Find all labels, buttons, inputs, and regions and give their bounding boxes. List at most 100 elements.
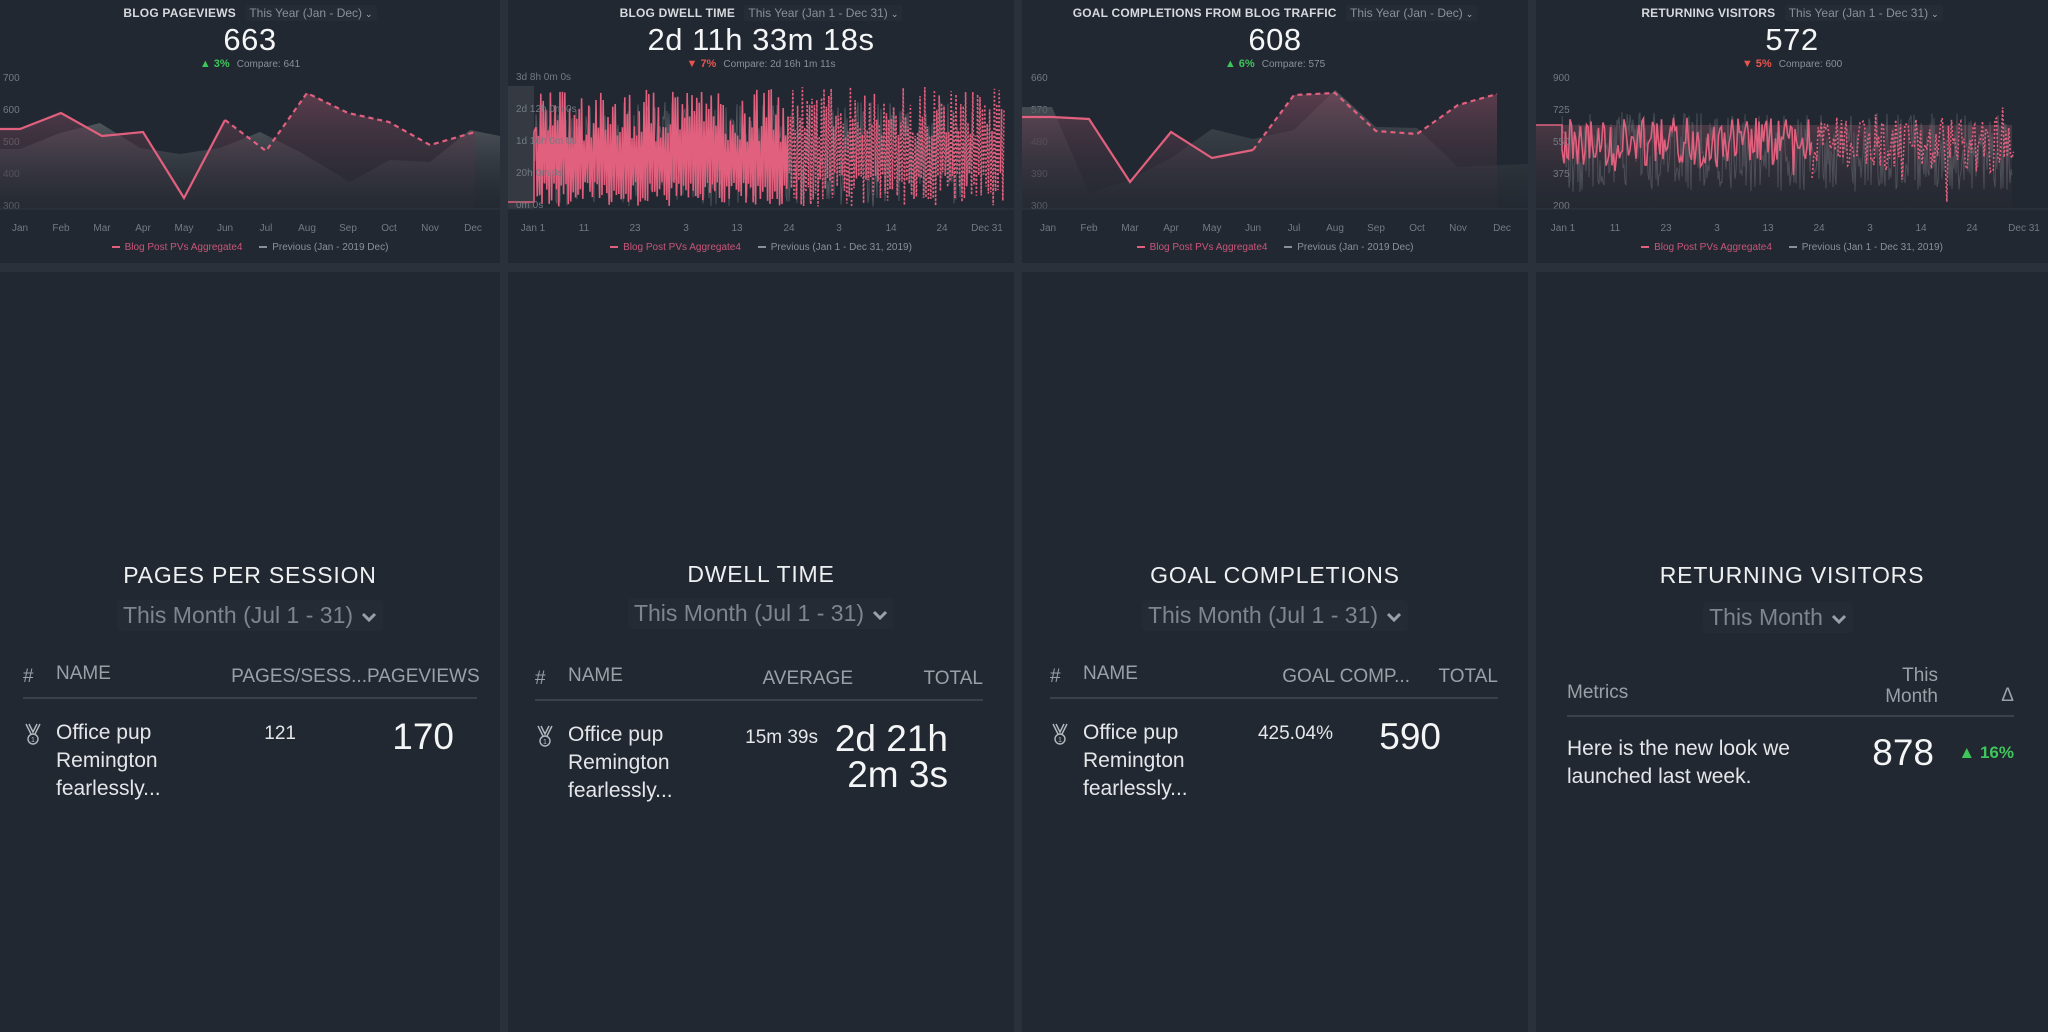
legend-item-current[interactable]: Blog Post PVs Aggregate4: [610, 242, 741, 253]
date-range-dropdown[interactable]: This Month (Jul 1 - 31): [1141, 600, 1409, 631]
legend-item-previous[interactable]: Previous (Jan 1 - Dec 31, 2019): [1788, 242, 1943, 253]
col-rank[interactable]: #: [1050, 666, 1061, 687]
svg-text:1: 1: [1058, 737, 1062, 744]
widget-title: RETURNING VISITORS: [1659, 562, 1925, 588]
svg-text:Mar: Mar: [1121, 223, 1139, 234]
legend-item-previous[interactable]: Previous (Jan - 2019 Dec): [1284, 242, 1413, 253]
col-rank[interactable]: #: [23, 666, 34, 687]
date-range-dropdown[interactable]: This Year (Jan 1 - Dec 31) ⌄: [1784, 5, 1943, 21]
legend-item-current[interactable]: Blog Post PVs Aggregate4: [111, 242, 242, 253]
svg-text:3: 3: [683, 223, 689, 234]
medal-icon: 1: [537, 725, 553, 747]
kpi-value: 663: [223, 22, 277, 57]
svg-text:Jan 1: Jan 1: [1551, 223, 1576, 234]
svg-text:1d 16h 0m 0s: 1d 16h 0m 0s: [516, 136, 577, 147]
svg-text:1: 1: [543, 739, 547, 746]
date-range-wrap: This Month (Jul 1 - 31): [1022, 600, 1528, 631]
table-row[interactable]: 1 Office pup Remington fearlessly... 121…: [23, 699, 477, 803]
widget-title: BLOG PAGEVIEWS: [123, 6, 236, 20]
kpi-value: 572: [1765, 22, 1819, 57]
svg-text:24: 24: [936, 223, 948, 234]
row-total: 2d 21h 2m 3s: [818, 720, 948, 793]
date-range-label: This Month (Jul 1 - 31): [122, 602, 354, 628]
row-goal-completion-rate: 425.04%: [1257, 723, 1333, 744]
col-name[interactable]: NAME: [56, 663, 111, 684]
blog-dwell-time-widget: BLOG DWELL TIME This Year (Jan 1 - Dec 3…: [508, 0, 1014, 263]
svg-text:Oct: Oct: [381, 223, 397, 234]
legend-item-current[interactable]: Blog Post PVs Aggregate4: [1136, 242, 1267, 253]
line-chart[interactable]: 660570480390300 JanFebMarAprMayJunJulAug…: [1022, 72, 1528, 237]
delta-row: ▼ 7% Compare: 2d 16h 1m 11s: [508, 58, 1014, 70]
svg-text:14: 14: [1915, 223, 1927, 234]
col-rank[interactable]: #: [535, 668, 546, 689]
date-range-dropdown[interactable]: This Year (Jan - Dec) ⌄: [245, 5, 377, 21]
svg-text:375: 375: [1553, 169, 1570, 180]
svg-text:Jan 1: Jan 1: [521, 223, 546, 234]
date-range-label: This Year (Jan 1 - Dec 31): [1788, 6, 1929, 20]
pages-per-session-widget: [0, 272, 500, 1032]
col-this-month[interactable]: This Month: [1885, 665, 1938, 707]
svg-text:Apr: Apr: [1163, 223, 1179, 234]
table-row[interactable]: 1 Office pup Remington fearlessly... 15m…: [535, 701, 983, 805]
date-range-dropdown[interactable]: This Month: [1703, 602, 1853, 633]
svg-text:24: 24: [783, 223, 795, 234]
svg-text:13: 13: [731, 223, 743, 234]
goal-completions-table-widget: [1022, 272, 1528, 1032]
col-name[interactable]: NAME: [1083, 663, 1138, 684]
col-average[interactable]: AVERAGE: [762, 668, 853, 689]
kpi-value: 2d 11h 33m 18s: [647, 22, 875, 57]
col-total[interactable]: TOTAL: [923, 668, 983, 689]
row-total: 590: [1379, 716, 1441, 757]
legend-item-previous[interactable]: Previous (Jan - 2019 Dec): [259, 242, 388, 253]
legend-item-previous[interactable]: Previous (Jan 1 - Dec 31, 2019): [757, 242, 912, 253]
medal-icon: 1: [25, 723, 41, 745]
svg-text:23: 23: [1660, 223, 1672, 234]
row-name: Office pup Remington fearlessly...: [1083, 721, 1188, 800]
svg-text:24: 24: [1813, 223, 1825, 234]
widget-title: GOAL COMPLETIONS FROM BLOG TRAFFIC: [1072, 6, 1337, 20]
row-name: Office pup Remington fearlessly...: [56, 721, 161, 800]
date-range-label: This Month: [1709, 604, 1823, 630]
table-header: Metrics This Month Δ: [1567, 665, 2014, 717]
svg-text:Jan: Jan: [12, 223, 28, 234]
line-chart[interactable]: 900 725 550 375 200 Jan 1 11 23 3 13 24 3 14 24 Dec 3…: [1536, 72, 2048, 237]
svg-text:Feb: Feb: [1080, 223, 1098, 234]
table-row[interactable]: Here is the new look we launched last we…: [1567, 717, 2014, 791]
chart-legend: Blog Post PVs Aggregate4 Previous (Jan -…: [0, 242, 500, 253]
date-range-dropdown[interactable]: This Month (Jul 1 - 31): [116, 600, 384, 631]
delta-percent: 7%: [700, 58, 717, 70]
date-range-dropdown[interactable]: This Year (Jan - Dec) ⌄: [1345, 5, 1478, 21]
goal-completions-widget: GOAL COMPLETIONS FROM BLOG TRAFFIC This …: [1022, 0, 1528, 263]
widget-title: RETURNING VISITORS: [1641, 6, 1776, 20]
svg-text:Sep: Sep: [339, 223, 357, 234]
chevron-down-icon: [1386, 612, 1402, 622]
svg-text:Jul: Jul: [260, 223, 273, 234]
svg-text:Jan: Jan: [1040, 223, 1056, 234]
date-range-label: This Year (Jan - Dec): [249, 6, 363, 20]
col-pages-per-session[interactable]: PAGES/SESS...: [231, 666, 367, 687]
triangle-down-icon: ▼: [1741, 58, 1753, 70]
delta-percent: 6%: [1238, 58, 1255, 70]
row-pageviews: 170: [392, 716, 454, 757]
delta-percent: 16%: [1979, 743, 2014, 762]
col-name[interactable]: NAME: [568, 665, 623, 686]
col-goal-completion-rate[interactable]: GOAL COMP...: [1282, 666, 1410, 687]
chevron-down-icon: ⌄: [365, 9, 373, 19]
chart-legend: Blog Post PVs Aggregate4 Previous (Jan 1…: [508, 242, 1014, 253]
date-range-dropdown[interactable]: This Year (Jan 1 - Dec 31) ⌄: [744, 5, 903, 21]
legend-item-current[interactable]: Blog Post PVs Aggregate4: [1641, 242, 1772, 253]
line-chart[interactable]: 3d 8h 0m 0s 2d 12h 0m 0s 1d 16h 0m 0s 20h 0…: [508, 72, 1014, 237]
col-delta[interactable]: Δ: [2001, 685, 2014, 706]
table-row[interactable]: 1 Office pup Remington fearlessly... 425…: [1050, 699, 1498, 803]
date-range-dropdown[interactable]: This Month (Jul 1 - 31): [627, 598, 895, 629]
col-total[interactable]: TOTAL: [1438, 666, 1498, 687]
svg-text:Feb: Feb: [52, 223, 70, 234]
row-name: Office pup Remington fearlessly...: [568, 723, 673, 802]
chevron-down-icon: [1831, 614, 1846, 624]
chevron-down-icon: ⌄: [890, 9, 899, 19]
col-pageviews[interactable]: PAGEVIEWS: [367, 666, 480, 687]
line-chart[interactable]: 700600500400300 JanFebMarAprMayJunJulAug…: [0, 72, 500, 237]
svg-text:700: 700: [3, 73, 20, 84]
col-metrics[interactable]: Metrics: [1567, 682, 1629, 703]
chart-legend: Blog Post PVs Aggregate4 Previous (Jan -…: [1022, 242, 1528, 253]
